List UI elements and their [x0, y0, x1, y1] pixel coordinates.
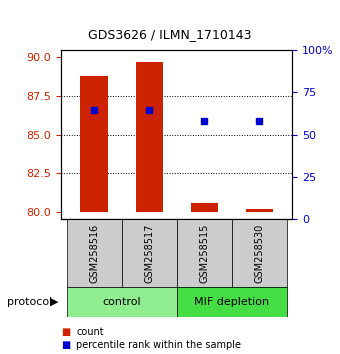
- Text: GSM258515: GSM258515: [199, 223, 209, 283]
- Text: GSM258530: GSM258530: [254, 223, 265, 283]
- Text: GSM258517: GSM258517: [144, 223, 154, 283]
- Text: protocol: protocol: [7, 297, 52, 307]
- Bar: [177, 287, 287, 317]
- Bar: [190, 203, 218, 212]
- Text: ■: ■: [61, 327, 70, 337]
- Text: control: control: [102, 297, 141, 307]
- Bar: [245, 209, 273, 212]
- Text: MIF depletion: MIF depletion: [194, 297, 269, 307]
- Bar: [177, 219, 232, 287]
- Bar: [67, 219, 122, 287]
- Bar: [122, 219, 177, 287]
- Text: percentile rank within the sample: percentile rank within the sample: [76, 340, 241, 350]
- Bar: [232, 219, 287, 287]
- Text: GDS3626 / ILMN_1710143: GDS3626 / ILMN_1710143: [88, 28, 252, 41]
- Text: count: count: [76, 327, 104, 337]
- Bar: [67, 287, 177, 317]
- Text: ■: ■: [61, 340, 70, 350]
- Bar: [136, 62, 163, 212]
- Text: ▶: ▶: [50, 297, 59, 307]
- Text: GSM258516: GSM258516: [89, 223, 99, 283]
- Bar: [81, 76, 108, 212]
